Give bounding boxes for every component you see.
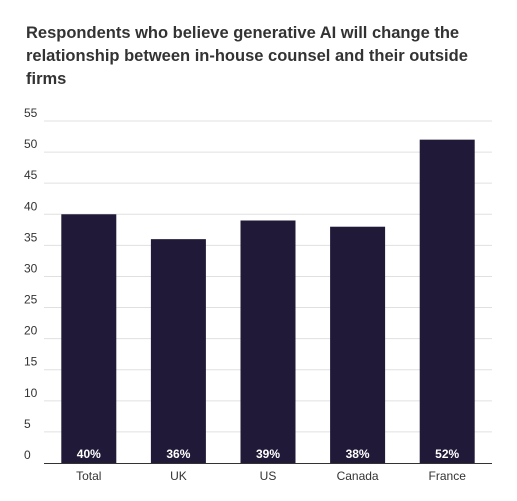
bar-uk (150, 239, 206, 463)
y-tick-label: 50 (24, 137, 38, 151)
data-label-canada: 38% (346, 447, 370, 461)
y-tick-label: 0 (24, 448, 31, 462)
bars (61, 139, 475, 463)
chart-title: Respondents who believe generative AI wi… (26, 24, 468, 88)
y-tick-label: 20 (24, 324, 38, 338)
y-tick-label: 40 (24, 199, 38, 213)
category-label-canada: Canada (337, 469, 379, 483)
category-label-total: Total (76, 469, 101, 483)
category-label-france: France (429, 469, 467, 483)
y-tick-label: 30 (24, 261, 38, 275)
data-label-total: 40% (77, 447, 101, 461)
y-tick-label: 10 (24, 386, 38, 400)
category-label-uk: UK (170, 469, 187, 483)
y-tick-label: 45 (24, 168, 38, 182)
bar-us (240, 220, 296, 463)
bar-total (61, 214, 117, 463)
bar-data-labels: 40% 36% 39% 38% 52% (77, 447, 460, 461)
x-axis-category-labels: Total UK US Canada France (76, 469, 466, 483)
data-label-uk: 36% (166, 447, 190, 461)
bar-canada (330, 226, 386, 463)
y-tick-label: 35 (24, 230, 38, 244)
y-tick-label: 5 (24, 417, 31, 431)
data-label-france: 52% (435, 447, 459, 461)
y-tick-label: 55 (24, 106, 38, 120)
y-tick-label: 15 (24, 355, 38, 369)
bar-france (419, 139, 475, 463)
y-axis-tick-labels: 0 5 10 15 20 25 30 35 40 45 50 55 (24, 106, 38, 462)
data-label-us: 39% (256, 447, 280, 461)
category-label-us: US (260, 469, 277, 483)
y-tick-label: 25 (24, 293, 38, 307)
